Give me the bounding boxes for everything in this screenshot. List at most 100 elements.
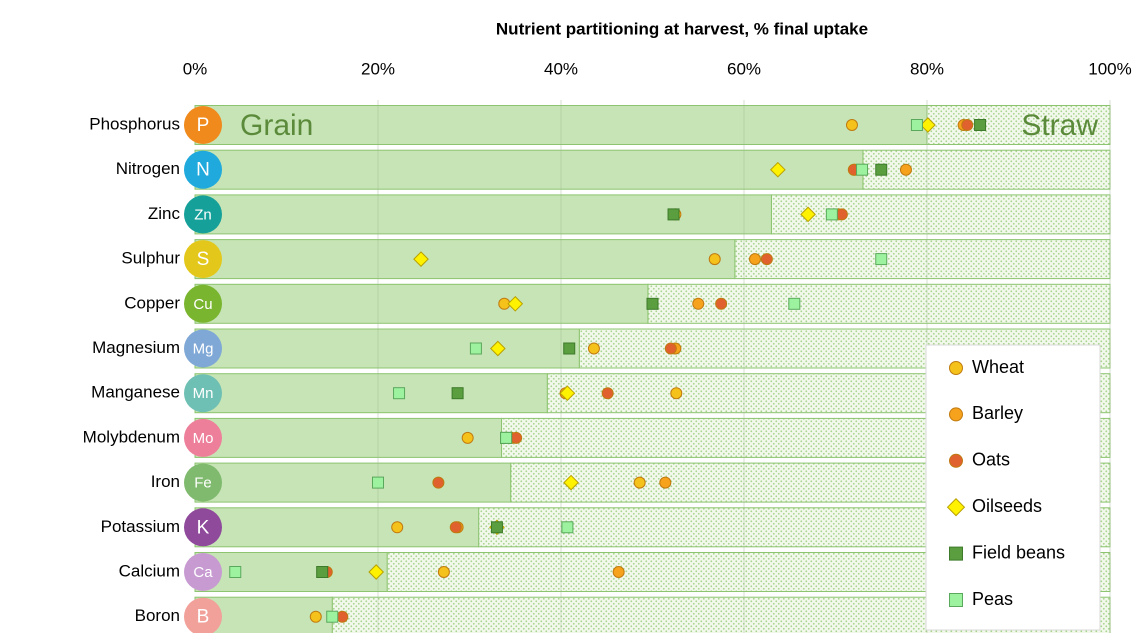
category-icon [184, 374, 222, 413]
x-tick-label: 40% [544, 59, 578, 78]
grain-bar [194, 149, 864, 190]
x-tick-label: 20% [361, 59, 395, 78]
data-point [769, 161, 786, 178]
data-point [500, 431, 513, 444]
data-point [561, 521, 574, 534]
data-point [309, 610, 322, 623]
data-point [974, 119, 987, 131]
data-point [451, 387, 464, 400]
data-point [910, 119, 923, 131]
data-point [437, 566, 450, 578]
data-point [316, 566, 329, 578]
grain-bar [194, 239, 736, 280]
legend-label: Field beans [972, 542, 1065, 562]
category-symbol: Cu [193, 296, 212, 313]
category-icon [184, 240, 222, 279]
data-point [326, 610, 339, 623]
legend-label: Oilseeds [972, 496, 1042, 516]
grain-bar [194, 194, 772, 235]
category-symbol: Mo [193, 430, 214, 447]
category-icon [184, 150, 222, 189]
category-label: Sulphur [121, 249, 180, 268]
data-point [788, 297, 801, 310]
data-point [507, 295, 524, 312]
legend-marker [949, 453, 963, 468]
data-point [920, 117, 936, 133]
data-point [449, 521, 462, 534]
chart-title: Nutrient partitioning at harvest, % fina… [496, 19, 868, 38]
category-label: Copper [124, 293, 180, 312]
data-point [372, 476, 384, 489]
category-icon [184, 463, 222, 502]
data-point [336, 610, 349, 623]
annotation: Straw [1021, 109, 1098, 142]
data-point [368, 564, 385, 580]
category-symbol: B [197, 607, 210, 628]
data-point [875, 253, 888, 266]
data-point [563, 474, 579, 491]
data-point [961, 119, 974, 131]
category-label: Potassium [101, 517, 180, 536]
data-point [667, 208, 680, 221]
category-symbol: Mn [193, 385, 214, 402]
category-symbol: K [197, 517, 210, 538]
data-point [461, 431, 474, 444]
category-icon [184, 329, 222, 368]
category-label: Manganese [91, 383, 180, 402]
legend-label: Peas [972, 589, 1013, 609]
x-tick-label: 100% [1088, 59, 1131, 78]
data-point [601, 387, 614, 400]
x-tick-label: 80% [910, 59, 944, 78]
legend-label: Barley [972, 403, 1023, 423]
data-point [413, 251, 429, 267]
category-label: Zinc [148, 204, 181, 223]
category-symbol: N [196, 160, 210, 181]
grain-bar [194, 417, 503, 458]
x-tick-label: 60% [727, 59, 761, 78]
data-point [563, 342, 576, 355]
x-tick-label: 0% [183, 59, 208, 78]
grain-bar [194, 328, 580, 369]
data-point [760, 253, 773, 266]
category-label: Boron [135, 606, 180, 625]
data-point [715, 297, 728, 310]
grain-bar [194, 552, 388, 592]
category-icon [184, 195, 222, 234]
grain-bar [194, 507, 480, 548]
data-point [510, 431, 523, 444]
category-icon [184, 284, 222, 323]
grain-bar [194, 283, 649, 324]
category-symbol: S [197, 249, 210, 270]
category-label: Magnesium [92, 338, 180, 357]
category-symbol: Zn [194, 206, 212, 223]
category-symbol: Mg [193, 340, 214, 357]
data-point [612, 566, 625, 578]
category-label: Phosphorus [89, 114, 180, 133]
data-point [825, 208, 838, 221]
data-point [748, 253, 761, 266]
legend-marker [949, 361, 963, 375]
category-symbol: Ca [193, 564, 213, 581]
category-icon [184, 508, 222, 547]
data-point [229, 566, 242, 578]
category-symbol: Fe [194, 475, 212, 492]
data-point [875, 163, 888, 176]
data-point [845, 119, 858, 131]
category-icon [184, 106, 222, 144]
grain-bar [194, 462, 512, 503]
legend-marker [949, 593, 963, 607]
data-point [432, 476, 445, 489]
data-point [670, 387, 683, 400]
data-point [708, 253, 721, 266]
data-point [800, 206, 816, 223]
data-point [646, 297, 659, 310]
legend-marker [949, 407, 963, 422]
category-label: Calcium [119, 561, 180, 580]
data-point [559, 385, 576, 402]
data-point [692, 297, 705, 310]
legend-marker [946, 498, 966, 517]
category-icon [184, 553, 222, 591]
legend-label: Wheat [972, 357, 1024, 377]
category-icon [184, 418, 222, 457]
